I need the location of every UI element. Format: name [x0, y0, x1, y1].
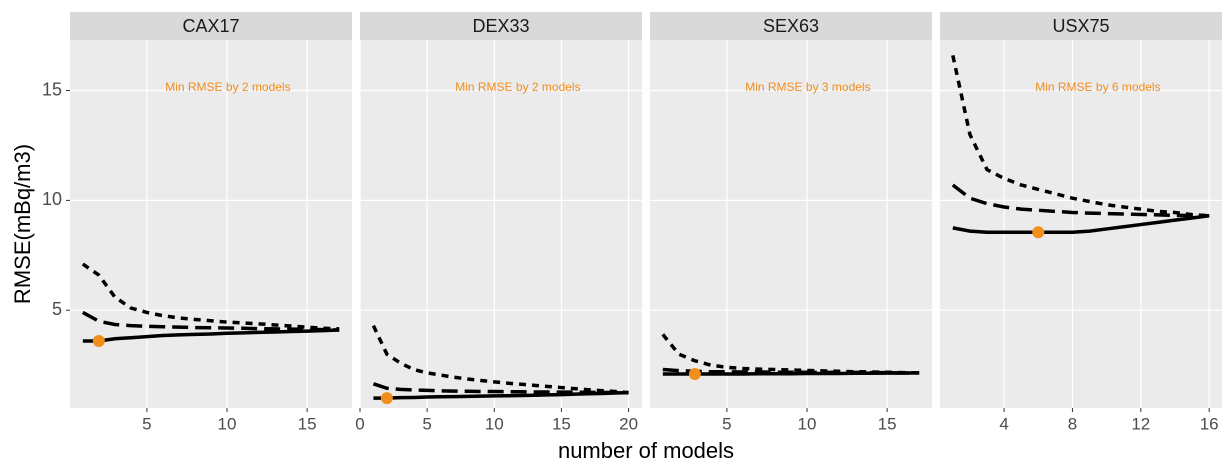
- series-line: [371, 324, 629, 395]
- strip: [70, 12, 352, 40]
- y-axis-label: RMSE(mBq/m3): [10, 144, 35, 304]
- series-line: [81, 262, 340, 331]
- series-line: [951, 55, 1210, 218]
- min-point: [1032, 226, 1045, 239]
- x-tick-label: 10: [485, 414, 504, 433]
- min-point: [92, 334, 105, 347]
- x-tick-label: 16: [1200, 414, 1219, 433]
- x-tick-label: 8: [1068, 414, 1077, 433]
- min-point: [688, 367, 701, 380]
- annotation: Min RMSE by 2 models: [165, 80, 290, 94]
- x-tick-label: 5: [142, 414, 151, 433]
- panel: [360, 40, 642, 408]
- panel-title: SEX63: [763, 16, 819, 36]
- y-tick-label: 5: [52, 299, 62, 319]
- annotation: Min RMSE by 2 models: [455, 80, 580, 94]
- x-tick-label: 15: [298, 414, 317, 433]
- min-point: [380, 392, 393, 405]
- series-line: [952, 214, 1210, 234]
- panel-title: CAX17: [182, 16, 239, 36]
- series-line: [82, 328, 340, 343]
- panel: [70, 40, 352, 408]
- annotation: Min RMSE by 3 models: [745, 80, 870, 94]
- y-tick-label: 15: [42, 79, 62, 99]
- x-tick-label: 10: [218, 414, 237, 433]
- strip: [940, 12, 1222, 40]
- panel: [940, 40, 1222, 408]
- x-tick-label: 5: [422, 414, 431, 433]
- x-tick-label: 4: [999, 414, 1008, 433]
- series-line: [81, 310, 340, 332]
- x-tick-label: 10: [798, 414, 817, 433]
- x-tick-label: 5: [722, 414, 731, 433]
- series-line: [372, 382, 629, 395]
- panel-title: USX75: [1052, 16, 1109, 36]
- panel: [650, 40, 932, 408]
- panel-title: DEX33: [472, 16, 529, 36]
- x-tick-label: 0: [355, 414, 364, 433]
- annotation: Min RMSE by 6 models: [1035, 80, 1160, 94]
- x-tick-label: 15: [552, 414, 571, 433]
- x-tick-label: 12: [1131, 414, 1150, 433]
- x-tick-label: 20: [619, 414, 638, 433]
- strip: [360, 12, 642, 40]
- series-line: [661, 333, 920, 375]
- x-axis-label: number of models: [558, 438, 734, 463]
- y-tick-label: 10: [42, 189, 62, 209]
- series-line: [951, 183, 1210, 218]
- strip: [650, 12, 932, 40]
- x-tick-label: 15: [878, 414, 897, 433]
